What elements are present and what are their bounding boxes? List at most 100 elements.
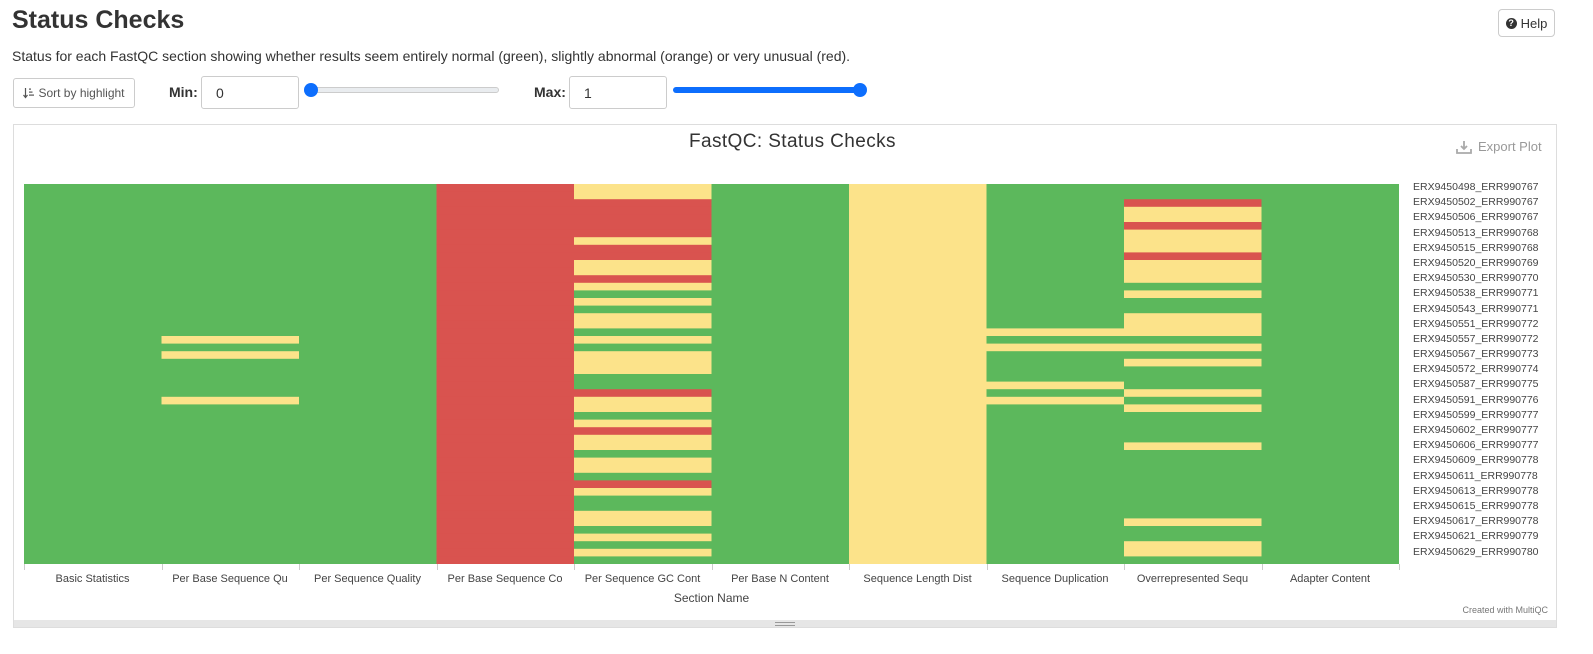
heatmap-cell[interactable] xyxy=(1124,244,1262,253)
heatmap-cell[interactable] xyxy=(299,260,437,269)
heatmap-cell[interactable] xyxy=(1261,450,1400,459)
heatmap-cell[interactable] xyxy=(849,275,987,284)
heatmap-cell[interactable] xyxy=(1124,381,1262,390)
heatmap-cell[interactable] xyxy=(1261,488,1400,497)
heatmap-cell[interactable] xyxy=(299,450,437,459)
heatmap-cell[interactable] xyxy=(574,396,712,405)
heatmap-cell[interactable] xyxy=(849,472,987,481)
heatmap-cell[interactable] xyxy=(849,419,987,428)
heatmap-cell[interactable] xyxy=(1124,358,1262,367)
heatmap-cell[interactable] xyxy=(711,358,850,367)
heatmap-cell[interactable] xyxy=(711,222,850,231)
heatmap-cell[interactable] xyxy=(299,556,437,564)
heatmap-cell[interactable] xyxy=(161,191,300,200)
heatmap-cell[interactable] xyxy=(1124,548,1262,557)
heatmap-cell[interactable] xyxy=(574,184,712,193)
heatmap-cell[interactable] xyxy=(986,510,1125,519)
heatmap-cell[interactable] xyxy=(24,184,162,193)
heatmap-cell[interactable] xyxy=(161,556,300,564)
heatmap-cell[interactable] xyxy=(24,290,162,299)
heatmap-cell[interactable] xyxy=(24,282,162,291)
heatmap-cell[interactable] xyxy=(849,518,987,527)
heatmap-cell[interactable] xyxy=(849,389,987,398)
heatmap-cell[interactable] xyxy=(436,510,575,519)
heatmap-cell[interactable] xyxy=(436,267,575,276)
heatmap-cell[interactable] xyxy=(574,412,712,421)
heatmap-cell[interactable] xyxy=(986,244,1125,253)
heatmap-cell[interactable] xyxy=(161,336,300,345)
heatmap-cell[interactable] xyxy=(1261,503,1400,512)
heatmap-cell[interactable] xyxy=(1124,328,1262,337)
heatmap-cell[interactable] xyxy=(24,229,162,238)
heatmap-cell[interactable] xyxy=(574,526,712,535)
heatmap-cell[interactable] xyxy=(1261,366,1400,375)
heatmap-cell[interactable] xyxy=(436,541,575,550)
heatmap-cell[interactable] xyxy=(299,381,437,390)
heatmap-cell[interactable] xyxy=(986,495,1125,504)
heatmap-cell[interactable] xyxy=(1261,556,1400,564)
heatmap-cell[interactable] xyxy=(574,214,712,223)
heatmap-cell[interactable] xyxy=(849,328,987,337)
heatmap-cell[interactable] xyxy=(161,252,300,261)
heatmap-cell[interactable] xyxy=(711,488,850,497)
heatmap-cell[interactable] xyxy=(299,222,437,231)
heatmap-cell[interactable] xyxy=(24,320,162,329)
heatmap-cell[interactable] xyxy=(711,381,850,390)
heatmap-cell[interactable] xyxy=(299,252,437,261)
heatmap-cell[interactable] xyxy=(1124,191,1262,200)
heatmap-cell[interactable] xyxy=(24,260,162,269)
heatmap-cell[interactable] xyxy=(574,366,712,375)
heatmap-cell[interactable] xyxy=(1261,328,1400,337)
heatmap-cell[interactable] xyxy=(986,191,1125,200)
heatmap-cell[interactable] xyxy=(711,442,850,451)
heatmap-cell[interactable] xyxy=(711,298,850,307)
heatmap-cell[interactable] xyxy=(436,495,575,504)
heatmap-cell[interactable] xyxy=(711,396,850,405)
heatmap-cell[interactable] xyxy=(574,343,712,352)
heatmap-cell[interactable] xyxy=(436,457,575,466)
heatmap-cell[interactable] xyxy=(574,199,712,208)
heatmap-cell[interactable] xyxy=(1261,541,1400,550)
heatmap-cell[interactable] xyxy=(161,320,300,329)
heatmap-cell[interactable] xyxy=(1124,320,1262,329)
heatmap-cell[interactable] xyxy=(1124,298,1262,307)
heatmap-cell[interactable] xyxy=(849,336,987,345)
heatmap-cell[interactable] xyxy=(299,191,437,200)
heatmap-cell[interactable] xyxy=(161,313,300,322)
heatmap-cell[interactable] xyxy=(161,548,300,557)
heatmap-cell[interactable] xyxy=(24,450,162,459)
heatmap-cell[interactable] xyxy=(299,427,437,436)
heatmap-cell[interactable] xyxy=(1124,229,1262,238)
heatmap-cell[interactable] xyxy=(436,480,575,489)
heatmap-cell[interactable] xyxy=(436,328,575,337)
heatmap-cell[interactable] xyxy=(849,412,987,421)
heatmap-cell[interactable] xyxy=(849,252,987,261)
export-plot-button[interactable]: Export Plot xyxy=(1456,139,1542,154)
heatmap-cell[interactable] xyxy=(1261,282,1400,291)
heatmap-cell[interactable] xyxy=(1124,351,1262,360)
heatmap-cell[interactable] xyxy=(161,450,300,459)
heatmap-cell[interactable] xyxy=(24,298,162,307)
heatmap-cell[interactable] xyxy=(574,191,712,200)
heatmap-cell[interactable] xyxy=(574,275,712,284)
heatmap-cell[interactable] xyxy=(849,396,987,405)
heatmap-cell[interactable] xyxy=(24,313,162,322)
heatmap-cell[interactable] xyxy=(1124,472,1262,481)
heatmap-cell[interactable] xyxy=(1261,404,1400,413)
heatmap-cell[interactable] xyxy=(986,503,1125,512)
heatmap-cell[interactable] xyxy=(986,222,1125,231)
heatmap-cell[interactable] xyxy=(986,480,1125,489)
heatmap-cell[interactable] xyxy=(24,191,162,200)
heatmap-cell[interactable] xyxy=(1261,389,1400,398)
heatmap-cell[interactable] xyxy=(986,229,1125,238)
heatmap-cell[interactable] xyxy=(24,518,162,527)
heatmap-cell[interactable] xyxy=(24,252,162,261)
max-slider-thumb[interactable] xyxy=(853,83,867,97)
heatmap-cell[interactable] xyxy=(24,244,162,253)
heatmap-cell[interactable] xyxy=(436,389,575,398)
heatmap-cell[interactable] xyxy=(849,199,987,208)
heatmap-cell[interactable] xyxy=(711,191,850,200)
heatmap-cell[interactable] xyxy=(711,260,850,269)
heatmap-cell[interactable] xyxy=(1261,518,1400,527)
heatmap-cell[interactable] xyxy=(849,457,987,466)
